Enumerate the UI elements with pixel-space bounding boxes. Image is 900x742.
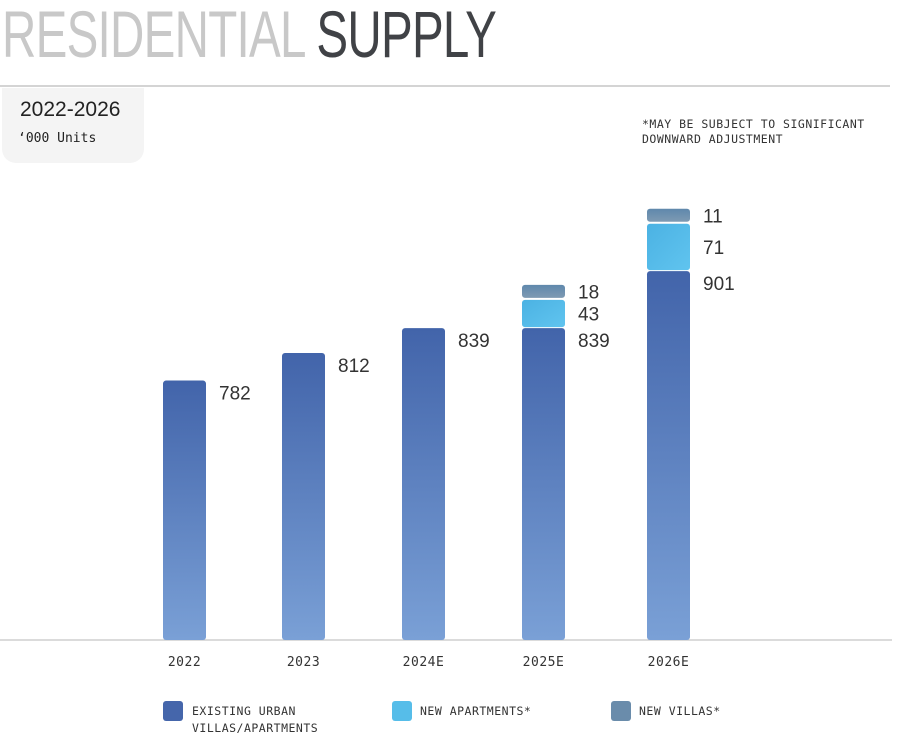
data-label-existing-2022: 782 <box>219 384 251 405</box>
bar-existing-2023 <box>282 352 325 640</box>
bar-villas-2025E <box>522 284 565 298</box>
bar-existing-2022 <box>163 380 206 640</box>
bar-apartments-2025E <box>522 299 565 328</box>
divider <box>0 85 890 87</box>
legend-apartments: NEW APARTMENTS* <box>420 704 532 718</box>
year-range: 2022-2026 <box>20 98 121 121</box>
data-label-apartments-2026E: 71 <box>703 238 724 259</box>
data-label-existing-2023: 812 <box>338 356 370 377</box>
x-tick-label: 2022 <box>168 655 201 670</box>
footnote-line1: *MAY BE SUBJECT TO SIGNIFICANT <box>642 117 865 131</box>
data-label-existing-2026E: 901 <box>703 274 735 295</box>
data-label-apartments-2025E: 43 <box>578 305 599 326</box>
title-part2: SUPPLY <box>316 0 497 71</box>
info-box <box>2 88 144 163</box>
footnote: *MAY BE SUBJECT TO SIGNIFICANT DOWNWARD A… <box>642 117 865 147</box>
legend-swatch-villas <box>611 701 631 721</box>
units-label: ‘000 Units <box>18 131 97 146</box>
bar-apartments-2026E <box>647 223 690 271</box>
data-label-existing-2024E: 839 <box>458 331 490 352</box>
bar-villas-2026E <box>647 208 690 222</box>
legend-existing: EXISTING URBAN VILLAS/APARTMENTS <box>192 703 318 737</box>
legend-existing-line2: VILLAS/APARTMENTS <box>192 721 319 735</box>
footnote-line2: DOWNWARD ADJUSTMENT <box>642 132 784 146</box>
legend-swatch-apartments <box>392 701 412 721</box>
data-label-villas-2026E: 11 <box>703 206 723 227</box>
legend-existing-line1: EXISTING URBAN <box>192 704 296 718</box>
data-label-existing-2025E: 839 <box>578 331 610 352</box>
x-tick-label: 2023 <box>287 655 320 670</box>
legend-swatch-existing <box>163 701 183 721</box>
title-part1: RESIDENTIAL <box>2 0 305 71</box>
bar-existing-2024E <box>402 328 445 640</box>
x-tick-label: 2025E <box>523 655 565 670</box>
x-tick-label: 2024E <box>403 655 445 670</box>
page-title: RESIDENTIAL SUPPLY <box>2 0 497 72</box>
x-tick-label: 2026E <box>648 655 690 670</box>
data-label-villas-2025E: 18 <box>578 282 599 303</box>
legend-villas: NEW VILLAS* <box>639 704 721 718</box>
bar-existing-2025E <box>522 328 565 640</box>
bar-existing-2026E <box>647 271 690 640</box>
